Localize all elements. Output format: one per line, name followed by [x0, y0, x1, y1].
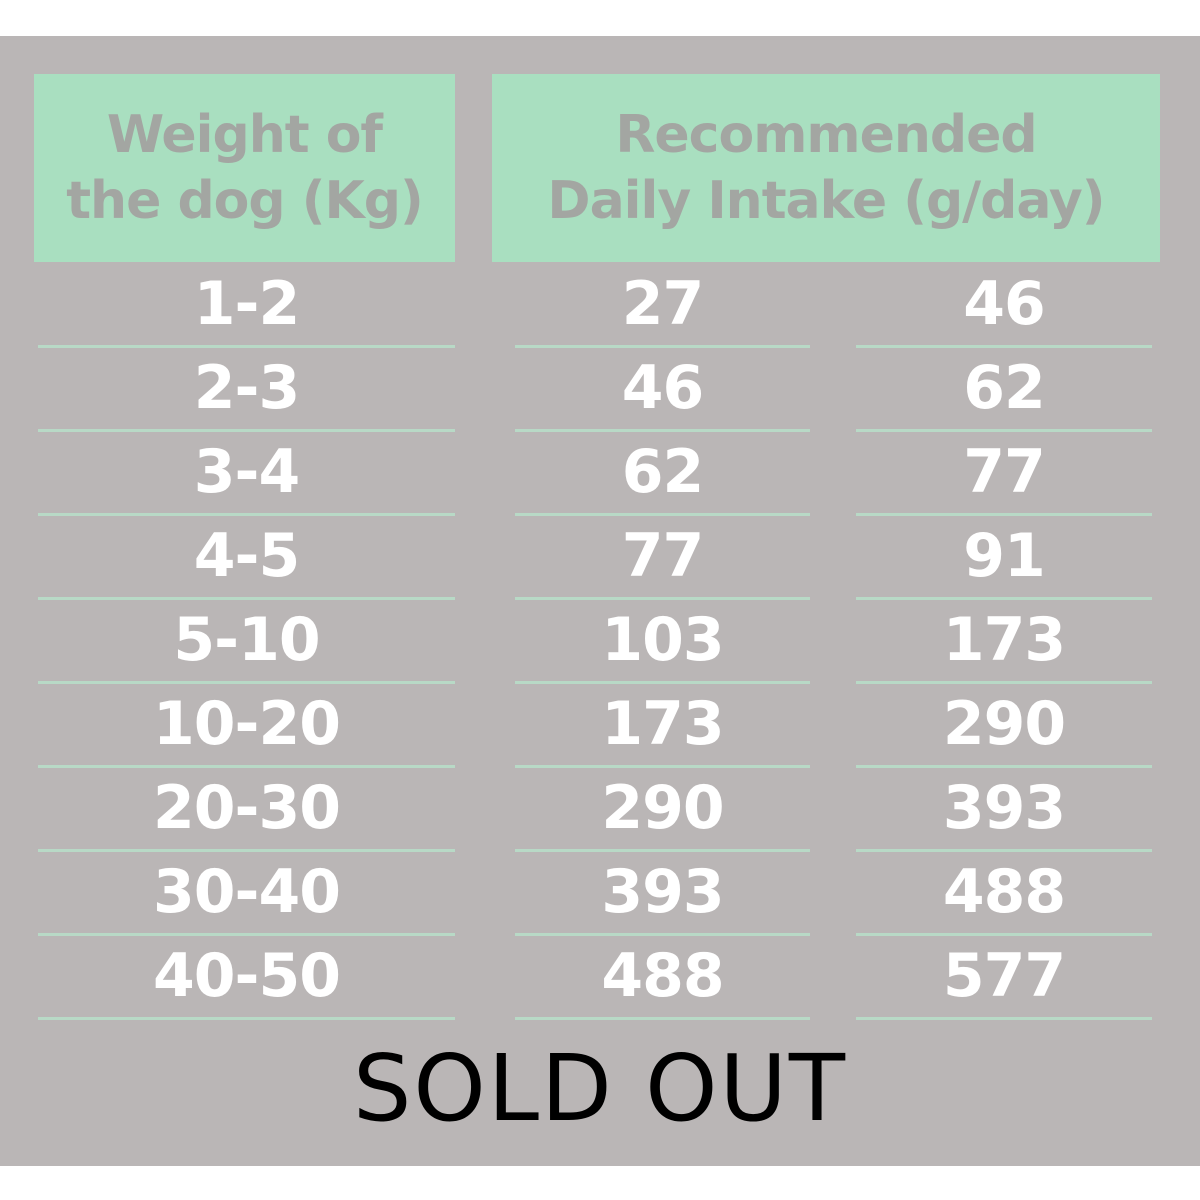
row-divider: [515, 429, 810, 432]
header-weight-line2: the dog (Kg): [66, 171, 424, 231]
cell-min: 77: [621, 521, 705, 591]
row-divider: [856, 849, 1152, 852]
cell-min: 488: [601, 941, 724, 1011]
cell-max: 62: [963, 353, 1046, 423]
header-weight-line1: Weight of: [106, 105, 383, 165]
header-weight: Weight of the dog (Kg): [34, 74, 455, 262]
row-divider: [856, 1017, 1152, 1020]
cell-min: 103: [601, 605, 724, 675]
cell-weight: 2-3: [193, 353, 300, 423]
row-divider: [38, 933, 455, 936]
header-intake: Recommended Daily Intake (g/day): [492, 74, 1160, 262]
cell-max: 488: [942, 857, 1066, 927]
cell-min: 62: [621, 437, 705, 507]
row-divider: [38, 429, 455, 432]
row-divider: [856, 681, 1152, 684]
row-divider: [515, 597, 810, 600]
row-divider: [515, 933, 810, 936]
cell-min: 46: [621, 353, 705, 423]
cell-max: 290: [942, 689, 1066, 759]
row-divider: [515, 513, 810, 516]
row-divider: [38, 765, 455, 768]
cell-weight: 4-5: [193, 521, 300, 591]
row-divider: [515, 345, 810, 348]
cell-max: 77: [963, 437, 1046, 507]
cell-weight: 10-20: [153, 689, 341, 759]
row-divider: [515, 681, 810, 684]
row-divider: [856, 933, 1152, 936]
cell-weight: 40-50: [153, 941, 341, 1011]
cell-weight: 5-10: [173, 605, 320, 675]
row-divider: [856, 597, 1152, 600]
header-intake-line1: Recommended: [615, 105, 1037, 165]
row-divider: [38, 849, 455, 852]
row-divider: [38, 513, 455, 516]
cell-weight: 1-2: [193, 269, 300, 339]
row-divider: [38, 681, 455, 684]
row-divider: [38, 345, 455, 348]
row-divider: [856, 345, 1152, 348]
cell-max: 91: [963, 521, 1046, 591]
cell-min: 393: [601, 857, 724, 927]
row-divider: [515, 849, 810, 852]
row-divider: [38, 1017, 455, 1020]
header-intake-line2: Daily Intake (g/day): [547, 171, 1105, 231]
cell-weight: 30-40: [153, 857, 341, 927]
cell-weight: 3-4: [193, 437, 300, 507]
row-divider: [515, 765, 810, 768]
cell-min: 173: [601, 689, 724, 759]
row-divider: [515, 1017, 810, 1020]
cell-max: 46: [963, 269, 1046, 339]
row-divider: [856, 429, 1152, 432]
sold-out-overlay: SOLD OUT: [352, 1035, 848, 1142]
cell-weight: 20-30: [153, 773, 341, 843]
cell-min: 27: [621, 269, 705, 339]
row-divider: [856, 765, 1152, 768]
cell-max: 173: [942, 605, 1066, 675]
row-divider: [38, 597, 455, 600]
row-divider: [856, 513, 1152, 516]
cell-max: 577: [942, 941, 1066, 1011]
cell-min: 290: [601, 773, 724, 843]
cell-max: 393: [942, 773, 1066, 843]
